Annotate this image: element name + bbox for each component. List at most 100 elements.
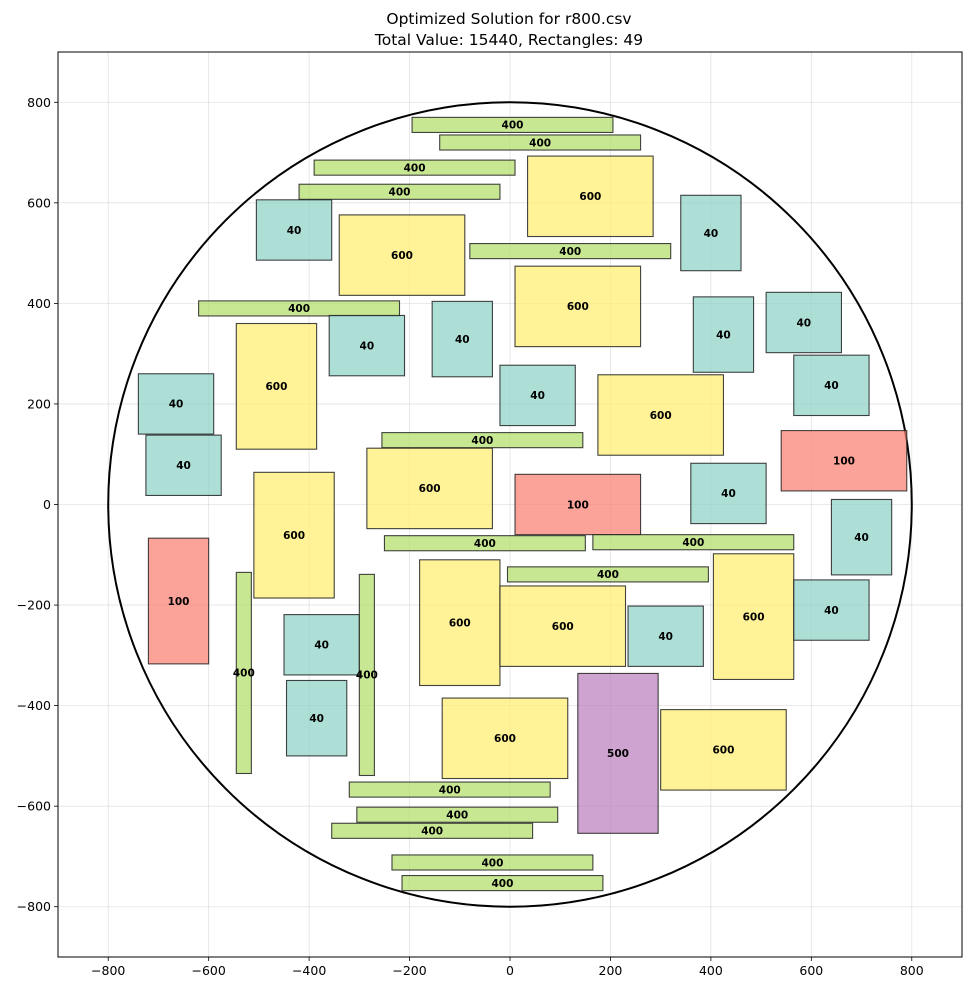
rectangle-value-label: 100 <box>168 596 190 608</box>
packed-rectangle <box>358 573 375 777</box>
packed-rectangle <box>765 291 843 354</box>
y-tick-label: 800 <box>27 95 51 110</box>
rectangle-value-label: 40 <box>360 340 375 352</box>
y-tick-label: 600 <box>27 195 51 210</box>
packed-rectangle <box>391 854 594 871</box>
packed-rectangle <box>692 296 755 373</box>
rectangle-value-label: 40 <box>824 380 839 392</box>
packed-rectangle <box>147 537 210 665</box>
packed-rectangle <box>597 374 724 456</box>
rectangle-value-label: 40 <box>854 532 869 544</box>
rectangle-value-label: 100 <box>833 456 855 468</box>
packed-rectangle <box>348 781 551 798</box>
packed-rectangle <box>198 300 401 317</box>
packed-rectangle <box>298 183 501 200</box>
packed-rectangle <box>499 364 576 427</box>
rectangle-value-label: 600 <box>567 301 589 313</box>
rectangle-value-label: 40 <box>824 605 839 617</box>
rectangle-value-label: 600 <box>419 483 441 495</box>
packed-rectangle <box>577 672 659 834</box>
x-tick-label: 400 <box>699 963 723 978</box>
packed-rectangle <box>366 447 493 530</box>
packed-rectangle <box>145 434 222 497</box>
packed-rectangle <box>411 116 614 133</box>
rectangle-value-label: 600 <box>579 191 601 203</box>
packed-rectangle <box>793 579 870 641</box>
packed-rectangle <box>137 373 215 435</box>
rectangle-value-label: 400 <box>404 162 426 174</box>
packed-rectangle <box>680 194 742 272</box>
packed-rectangle <box>499 585 627 667</box>
y-tick-label: −400 <box>17 698 51 713</box>
packed-rectangle <box>514 473 642 536</box>
packed-rectangle <box>253 471 335 599</box>
y-tick-label: −800 <box>17 899 51 914</box>
rectangle-value-label: 600 <box>743 611 765 623</box>
rectangle-value-label: 600 <box>266 381 288 393</box>
rectangle-value-label: 40 <box>658 631 673 643</box>
packed-rectangle <box>313 159 516 176</box>
y-tick-label: −600 <box>17 799 51 814</box>
circle-layer <box>107 101 913 908</box>
boundary-circle <box>107 101 913 908</box>
packed-rectangle <box>283 614 360 676</box>
rectangle-value-label: 600 <box>552 621 574 633</box>
rectangle-value-label: 40 <box>455 334 470 346</box>
packed-rectangle <box>285 679 348 757</box>
packed-rectangle <box>356 806 559 823</box>
packed-rectangle <box>690 462 767 525</box>
y-tick-label: 400 <box>27 296 51 311</box>
packed-rectangle <box>439 134 642 151</box>
rectangle-value-label: 400 <box>389 187 411 199</box>
rectangle-value-label: 40 <box>176 460 191 472</box>
packed-rectangle <box>331 822 534 839</box>
rectangle-value-label: 40 <box>309 713 324 725</box>
x-tick-label: 200 <box>599 963 623 978</box>
rectangle-value-label: 40 <box>287 225 302 237</box>
packed-rectangle <box>338 214 466 296</box>
packed-rectangle <box>830 498 893 576</box>
rectangle-value-label: 40 <box>530 390 545 402</box>
rectangle-value-label: 400 <box>474 538 496 550</box>
y-tick-label: −200 <box>17 598 51 613</box>
packed-rectangle <box>780 430 908 492</box>
rectangle-value-label: 100 <box>567 499 589 511</box>
packed-rectangle <box>506 566 709 583</box>
rectangle-value-label: 400 <box>471 435 493 447</box>
rectangle-value-label: 400 <box>481 857 503 869</box>
packed-rectangle <box>514 265 642 348</box>
x-tick-label: −600 <box>191 963 225 978</box>
chart-title-line1: Optimized Solution for r800.csv <box>386 10 631 28</box>
packed-rectangle <box>627 605 704 667</box>
rectangle-value-label: 40 <box>704 228 719 240</box>
rectangle-value-label: 400 <box>356 670 378 682</box>
rectangle-value-label: 600 <box>650 410 672 422</box>
packed-rectangle <box>383 535 586 552</box>
rectangle-value-label: 400 <box>559 246 581 258</box>
rectangle-value-label: 400 <box>597 569 619 581</box>
rectangle-value-label: 40 <box>314 640 329 652</box>
packed-rectangle <box>431 300 493 378</box>
packed-rectangle <box>441 697 569 780</box>
packed-rectangle <box>419 559 501 687</box>
x-tick-label: −200 <box>392 963 426 978</box>
rectangle-value-label: 40 <box>169 399 184 411</box>
packed-rectangle <box>712 553 795 681</box>
rectangles: 400 400 400 400 600 40 600 40 400 400 600 40 40 40 40 6… <box>137 116 908 892</box>
packed-rectangle <box>235 571 252 775</box>
rectangle-value-label: 400 <box>288 303 310 315</box>
x-tick-label: −400 <box>292 963 326 978</box>
packed-rectangle <box>793 354 870 417</box>
x-tick-label: 0 <box>506 963 514 978</box>
rectangle-value-label: 40 <box>796 317 811 329</box>
rectangle-value-label: 600 <box>449 617 471 629</box>
packed-rectangle <box>527 155 654 238</box>
rectangle-value-label: 400 <box>439 784 461 796</box>
rectangle-value-label: 40 <box>716 329 731 341</box>
rectangle-value-label: 400 <box>529 137 551 149</box>
packed-rectangle <box>235 322 318 450</box>
rectangle-value-label: 600 <box>494 733 516 745</box>
rectangle-value-label: 40 <box>721 488 736 500</box>
rectangle-value-label: 400 <box>682 537 704 549</box>
